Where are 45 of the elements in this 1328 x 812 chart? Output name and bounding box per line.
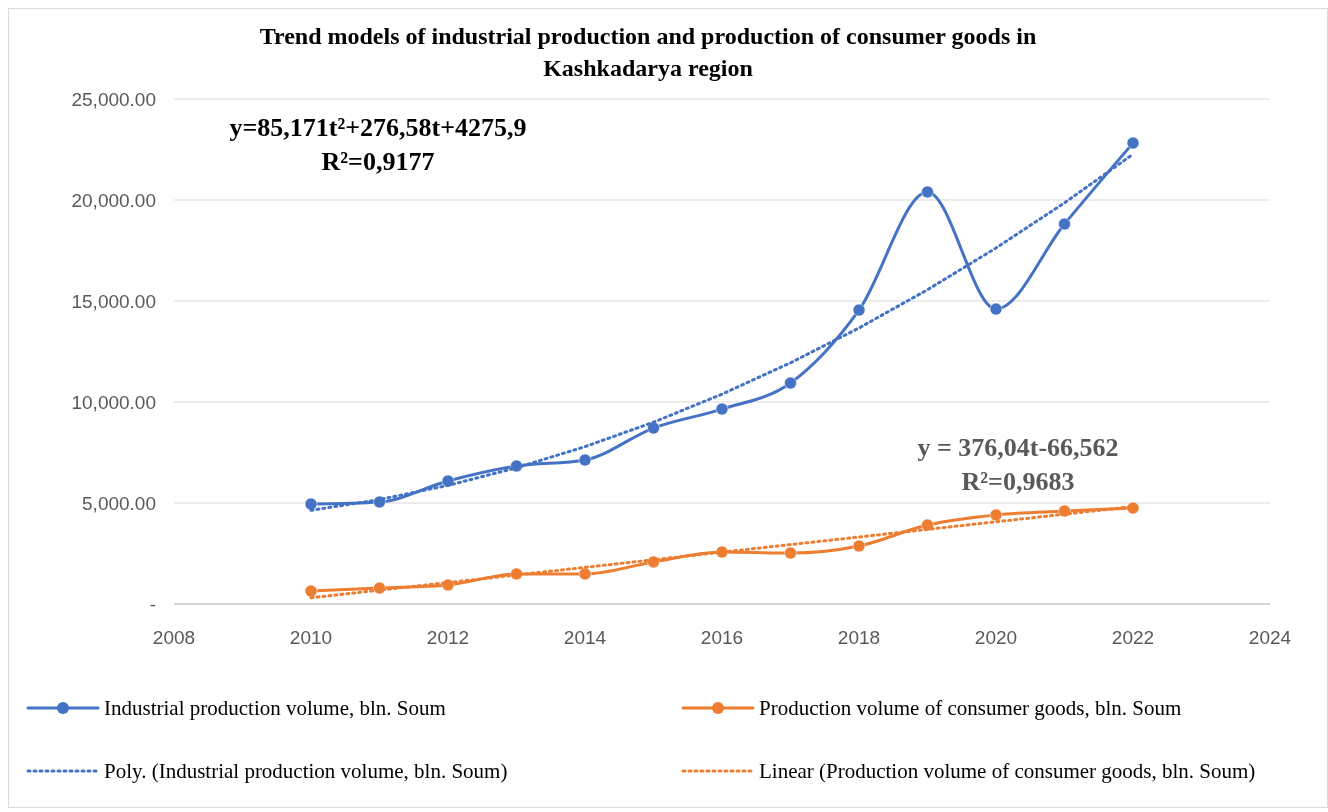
y-tick-label: 10,000.00: [71, 392, 156, 413]
point: [852, 303, 866, 317]
point: [578, 453, 592, 467]
x-tick-label: 2010: [289, 627, 333, 648]
chart-title: Trend models of industrial production and production of consumer goods in Kashkadarya region: [259, 23, 1037, 81]
y-tick-label: -: [149, 594, 156, 615]
point: [784, 376, 797, 390]
point: [989, 508, 1003, 522]
point: [784, 546, 797, 560]
point: [989, 302, 1003, 316]
x-tick-label: 2020: [974, 627, 1018, 648]
annotation: y = 376,04t-66,562: [917, 433, 1119, 462]
y-tick-label: 20,000.00: [71, 190, 156, 211]
y-tick-label: 15,000.00: [71, 291, 156, 312]
point: [441, 474, 455, 488]
y-tick-label: 5,000.00: [82, 493, 156, 514]
annotation: y=85,171t²+276,58t+4275,9: [229, 113, 527, 142]
annotation: R²=0,9683: [961, 467, 1075, 496]
point: [1126, 501, 1140, 515]
x-tick-label: 2012: [426, 627, 470, 648]
point: [715, 402, 729, 416]
point: [1058, 504, 1071, 518]
point: [304, 584, 318, 598]
legend-label: Linear (Production volume of consumer goods, bln. Soum): [759, 759, 1256, 783]
point: [921, 185, 934, 199]
point: [1126, 136, 1140, 150]
point: [373, 495, 386, 509]
point: [578, 567, 592, 581]
legend-label: Industrial production volume, bln. Soum: [104, 696, 446, 720]
legend-label: Poly. (Industrial production volume, bln. Soum): [104, 759, 508, 783]
point: [441, 578, 455, 592]
x-tick-label: 2022: [1111, 627, 1155, 648]
annotation: R²=0,9177: [321, 147, 435, 176]
point: [921, 518, 934, 532]
legend-label: Production volume of consumer goods, bln. Soum: [759, 696, 1182, 720]
point: [304, 497, 318, 511]
point: [647, 421, 660, 435]
x-tick-label: 2008: [152, 627, 196, 648]
x-tick-label: 2018: [837, 627, 881, 648]
y-tick-label: 25,000.00: [71, 89, 156, 110]
x-tick-label: 2024: [1248, 627, 1292, 648]
x-tick-label: 2014: [563, 627, 607, 648]
x-tick-label: 2016: [700, 627, 744, 648]
point: [852, 539, 866, 553]
point: [1058, 217, 1071, 231]
